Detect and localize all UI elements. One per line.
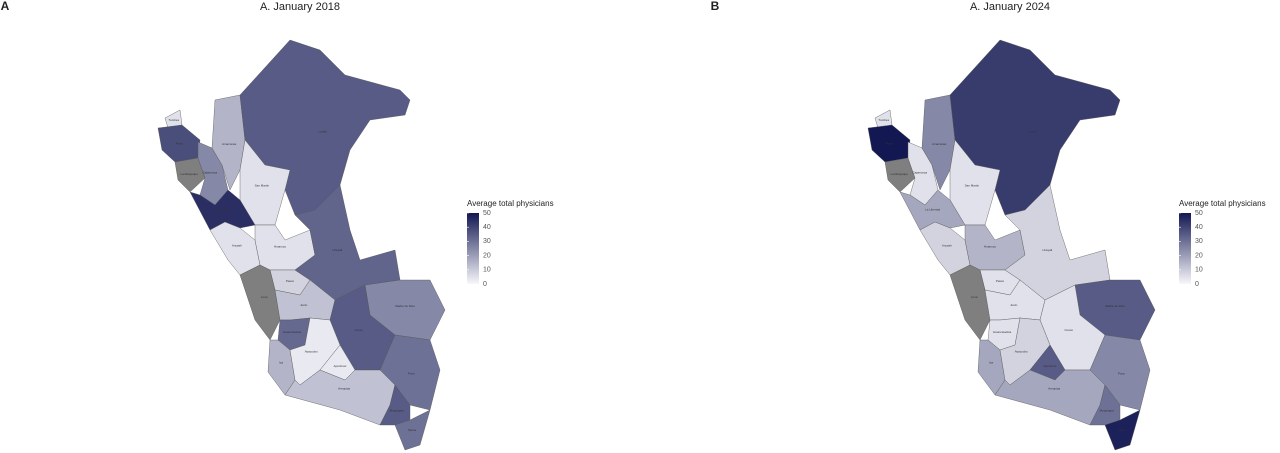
region-label: Loreto (319, 130, 328, 134)
region-label: Lima (261, 295, 268, 299)
region-label: Tacna (1118, 428, 1126, 432)
panel-label: B (711, 0, 720, 13)
region-label: Ucayali (1042, 248, 1052, 252)
region-label: Loreto (1029, 130, 1038, 134)
region-label: Apurimac (1044, 364, 1057, 368)
legend-tick-label: 50 (483, 210, 491, 217)
region-label: Ancash (232, 244, 242, 248)
region-label: Junin (300, 303, 308, 307)
region-label: Ica (279, 361, 283, 365)
region (919, 221, 971, 276)
region-label: Madre de Dios (395, 304, 415, 308)
region-label: Cusco (354, 328, 363, 332)
colorbar (467, 213, 479, 284)
region-label: Moquegua (1100, 409, 1115, 413)
region (394, 409, 431, 451)
region-label: Ayacucho (1015, 349, 1028, 353)
legend-title: Average total physicians (1179, 199, 1266, 208)
legend-tick-label: 40 (1195, 224, 1203, 231)
legend-tick-label: 20 (483, 252, 491, 259)
region-label: Puno (408, 371, 415, 375)
region-label: Lambayeque (891, 172, 909, 176)
region (284, 369, 396, 426)
region-label: Huancavelica (283, 330, 301, 334)
legend-tick-label: 10 (1195, 267, 1203, 274)
colorbar (1179, 213, 1191, 284)
legend-tick-label: 0 (1195, 281, 1199, 288)
region-label: Ucayali (332, 248, 342, 252)
legend-title: Average total physicians (467, 199, 554, 208)
legend-tick-label: 40 (483, 224, 491, 231)
region-label: Cajamarca (912, 170, 927, 174)
region-label: Tumbes (878, 118, 889, 122)
legend-tick-label: 20 (1195, 252, 1203, 259)
legend-tick-label: 50 (1195, 210, 1203, 217)
panel-label: A (1, 0, 10, 13)
region-label: La Libertad (925, 207, 940, 211)
region-label: Pasco (996, 279, 1005, 283)
region (884, 157, 916, 193)
region-label: Huanuco (274, 244, 286, 248)
region-label: Lima (971, 295, 978, 299)
region-label: Ica (989, 361, 993, 365)
region (1104, 409, 1141, 451)
region-label: Huanuco (984, 244, 996, 248)
region-label: Ayacucho (305, 349, 318, 353)
map-title: A. January 2024 (970, 1, 1050, 13)
region (209, 221, 261, 276)
region-label: Cusco (1064, 328, 1073, 332)
region-label: Huancavelica (993, 330, 1011, 334)
region-label: Puno (1118, 371, 1125, 375)
map-title: A. January 2018 (260, 1, 340, 13)
region (994, 369, 1106, 426)
region-label: Cajamarca (202, 170, 217, 174)
region-label: Arequipa (1048, 386, 1060, 390)
region-label: Arequipa (338, 386, 350, 390)
region-label: Ancash (942, 244, 952, 248)
region-label: San Martin (255, 183, 270, 187)
region-label: Tacna (408, 428, 416, 432)
region-label: Madre de Dios (1105, 304, 1125, 308)
legend-tick-label: 10 (483, 267, 491, 274)
region-label: Piura (176, 142, 183, 146)
region-label: Moquegua (390, 409, 405, 413)
region-label: Junin (1010, 303, 1018, 307)
region-label: Lambayeque (181, 172, 199, 176)
region-label: Piura (886, 142, 893, 146)
legend-tick-label: 30 (1195, 238, 1203, 245)
legend-tick-label: 0 (483, 281, 487, 288)
region-label: San Martin (965, 183, 980, 187)
region-label: Tumbes (168, 118, 179, 122)
region-label: Apurimac (334, 364, 347, 368)
region-label: La Libertad (215, 207, 230, 211)
region-label: Amazonas (222, 142, 237, 146)
legend-tick-label: 30 (483, 238, 491, 245)
region-label: Amazonas (932, 142, 947, 146)
region-label: Pasco (286, 279, 295, 283)
region (174, 157, 206, 193)
